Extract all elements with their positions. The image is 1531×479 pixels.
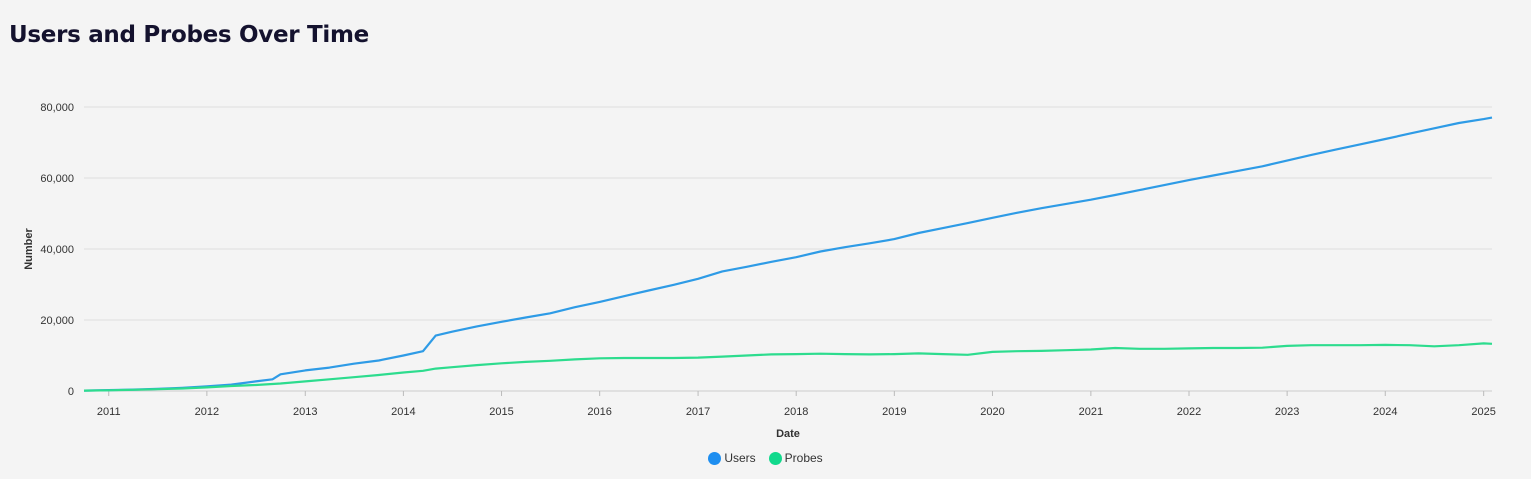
legend-label: Probes xyxy=(784,451,823,465)
series-lines xyxy=(83,116,1493,392)
series-line-users xyxy=(83,116,1493,392)
x-axis-title: Date xyxy=(776,428,800,440)
legend-label: Users xyxy=(724,451,756,465)
x-tick-label: 2024 xyxy=(1373,406,1397,418)
x-axis-ticks: 2011 2012 2013 2014 2015 2016 2017 2018 2019 2020… xyxy=(97,391,1496,418)
legend-item-probes[interactable]: Probes xyxy=(768,451,823,465)
x-tick-label: 2022 xyxy=(1177,406,1201,418)
chart-legend: Users Probes xyxy=(0,451,1531,465)
x-tick-label: 2011 xyxy=(97,406,121,418)
legend-swatch xyxy=(768,451,782,465)
x-tick-label: 2018 xyxy=(784,406,808,418)
x-tick-label: 2019 xyxy=(882,406,906,418)
y-tick-label: 80,000 xyxy=(40,102,74,114)
x-tick-label: 2023 xyxy=(1275,406,1299,418)
x-tick-label: 2025 xyxy=(1471,406,1495,418)
x-tick-label: 2016 xyxy=(587,406,611,418)
x-tick-label: 2013 xyxy=(293,406,317,418)
y-tick-label: 60,000 xyxy=(40,173,74,185)
x-tick-label: 2012 xyxy=(195,406,219,418)
chart-title: Users and Probes Over Time xyxy=(9,22,369,48)
legend-swatch xyxy=(708,451,722,465)
series-line-probes xyxy=(83,342,1493,392)
y-tick-label: 20,000 xyxy=(40,315,74,327)
y-axis-title: Number xyxy=(23,228,35,270)
y-axis-ticks: 0 20,000 40,000 60,000 80,000 xyxy=(40,102,74,398)
y-tick-label: 0 xyxy=(68,386,74,398)
x-tick-label: 2014 xyxy=(391,406,415,418)
x-tick-label: 2017 xyxy=(686,406,710,418)
y-tick-label: 40,000 xyxy=(40,244,74,256)
x-tick-label: 2021 xyxy=(1079,406,1103,418)
x-tick-label: 2020 xyxy=(980,406,1004,418)
legend-item-users[interactable]: Users xyxy=(708,451,756,465)
gridlines xyxy=(84,106,1492,392)
x-tick-label: 2015 xyxy=(489,406,513,418)
